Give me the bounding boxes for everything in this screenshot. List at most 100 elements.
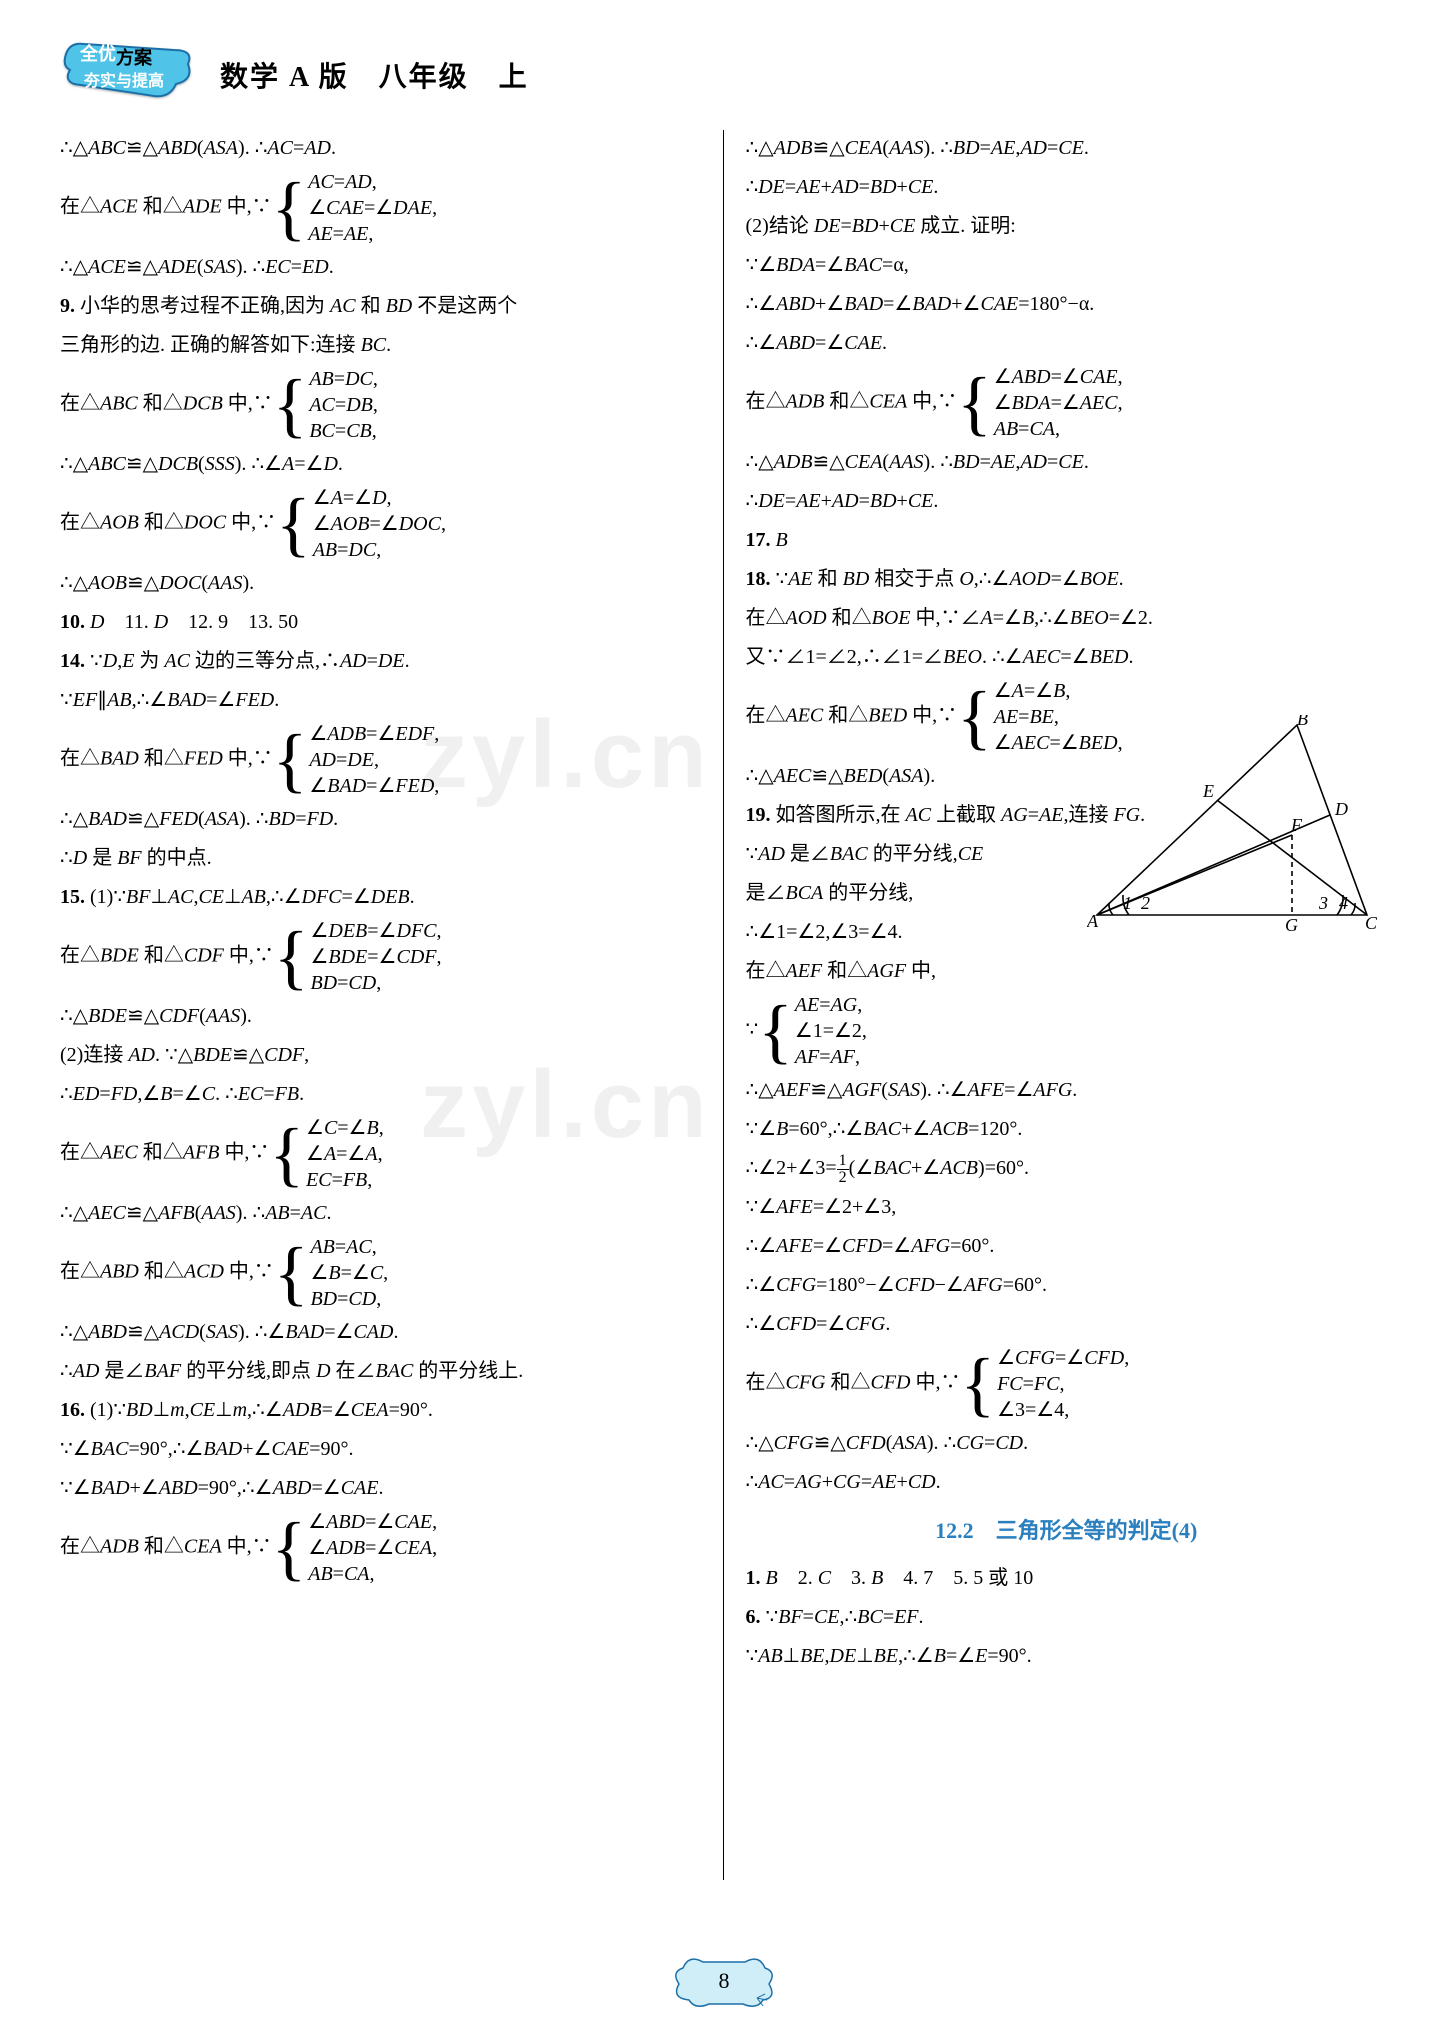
text-line: ∴△AEF≌△AGF(SAS). ∴∠AFE=∠AFG. <box>746 1072 1388 1111</box>
brace-item: AF=AF, <box>795 1044 867 1070</box>
brace-group: { ∠CFG=∠CFD,FC=FC,∠3=∠4, <box>961 1345 1130 1423</box>
brace-item: ∠C=∠B, <box>306 1115 384 1141</box>
text-line: ∴△AEC≌△AFB(AAS). ∴AB=AC. <box>60 1195 701 1234</box>
brace-item: ∠BDE=∠CDF, <box>310 944 441 970</box>
logo-text-1: 全优 <box>79 43 116 64</box>
left-brace-icon: { <box>273 728 308 793</box>
brace-item: AC=AD, <box>308 169 437 195</box>
text-line: ∵AB⊥BE,DE⊥BE,∴∠B=∠E=90°. <box>746 1638 1388 1677</box>
text-line: ∴D 是 BF 的中点. <box>60 840 701 879</box>
text-line: 又∵∠1=∠2,∴∠1=∠BEO. ∴∠AEC=∠BED. <box>746 639 1388 678</box>
text-line: ∴∠ABD=∠CAE. <box>746 325 1388 364</box>
text-line: 14. ∵D,E 为 AC 边的三等分点,∴AD=DE. <box>60 643 701 682</box>
diagram-label-4: 4 <box>1339 893 1348 913</box>
fraction: 12 <box>837 1153 849 1186</box>
text-line: 在△ADB 和△CEA 中,∵ { ∠ABD=∠CAE,∠BDA=∠AEC,AB… <box>746 364 1388 444</box>
brace-item: ∠A=∠A, <box>306 1141 384 1167</box>
brace-group: { AC=AD,∠CAE=∠DAE,AE=AE, <box>272 169 437 247</box>
brace-item: AD=DE, <box>309 747 439 773</box>
brace-item: AB=DC, <box>309 366 378 392</box>
brace-item: AB=AC, <box>310 1234 388 1260</box>
page-number-badge: 8 <box>669 1954 779 2010</box>
text-line: 1. B 2. C 3. B 4. 7 5. 5 或 10 <box>746 1560 1388 1599</box>
page-number: 8 <box>718 1968 729 1993</box>
text-line: 在△CFG 和△CFD 中,∵ { ∠CFG=∠CFD,FC=FC,∠3=∠4, <box>746 1345 1388 1425</box>
logo-text-2: 方案 <box>116 47 153 68</box>
brace-item: ∠A=∠B, <box>994 678 1123 704</box>
brace-item: AE=AG, <box>795 992 867 1018</box>
brace-item: ∠A=∠D, <box>313 485 446 511</box>
text-line: ∵∠BDA=∠BAC=α, <box>746 247 1388 286</box>
text-line: ∴△BAD≌△FED(ASA). ∴BD=FD. <box>60 801 701 840</box>
text-line: ∴△ACE≌△ADE(SAS). ∴EC=ED. <box>60 249 701 288</box>
left-brace-icon: { <box>274 925 309 990</box>
text-line: 16. (1)∵BD⊥m,CE⊥m,∴∠ADB=∠CEA=90°. <box>60 1392 701 1431</box>
text-line: ∴ED=FD,∠B=∠C. ∴EC=FB. <box>60 1076 701 1115</box>
text-line: ∵∠BAD+∠ABD=90°,∴∠ABD=∠CAE. <box>60 1470 701 1509</box>
brace-item: ∠BAD=∠FED, <box>309 773 439 799</box>
text-line: 在△AOD 和△BOE 中,∵∠A=∠B,∴∠BEO=∠2. <box>746 600 1388 639</box>
text-line: ∴∠2+∠3= 12 (∠BAC+∠ACB)=60°. <box>746 1150 1388 1189</box>
brace-group: { AB=DC,AC=DB,BC=CB, <box>273 366 378 444</box>
brace-item: ∠CFG=∠CFD, <box>997 1345 1129 1371</box>
text-line: ∴△ABC≌△ABD(ASA). ∴AC=AD. <box>60 130 701 169</box>
brace-item: EC=FB, <box>306 1167 384 1193</box>
brace-item: ∠B=∠C, <box>310 1260 388 1286</box>
section-heading: 12.2 三角形全等的判定(4) <box>746 1511 1388 1552</box>
brace-item: ∠AOB=∠DOC, <box>313 511 446 537</box>
text-line: 9. 小华的思考过程不正确,因为 AC 和 BD 不是这两个 <box>60 288 701 327</box>
diagram-label-F: F <box>1290 815 1303 835</box>
left-brace-icon: { <box>274 1241 309 1306</box>
diagram-label-B: B <box>1297 715 1308 729</box>
brace-item: BC=CB, <box>309 418 378 444</box>
right-column: A B C D E F G 1 2 3 4 ∴△ADB≌△CEA(AAS). ∴… <box>724 130 1388 1880</box>
text-line: ∴AD 是∠BAF 的平分线,即点 D 在∠BAC 的平分线上. <box>60 1353 701 1392</box>
text-line: 三角形的边. 正确的解答如下:连接 BC. <box>60 327 701 366</box>
book-title: 数学 A 版 八年级 上 <box>220 55 529 95</box>
text-line: ∴△ABC≌△DCB(SSS). ∴∠A=∠D. <box>60 446 701 485</box>
text-line: ∴AC=AG+CG=AE+CD. <box>746 1464 1388 1503</box>
diagram-label-1: 1 <box>1123 893 1132 913</box>
brace-item: ∠ADB=∠EDF, <box>309 721 439 747</box>
series-logo: 全优 方案 夯实与提高 <box>60 40 200 110</box>
text-line: ∵∠BAC=90°,∴∠BAD+∠CAE=90°. <box>60 1431 701 1470</box>
brace-item: ∠BDA=∠AEC, <box>994 390 1123 416</box>
text-line: ∵∠B=60°,∴∠BAC+∠ACB=120°. <box>746 1111 1388 1150</box>
text-line: 在△AEF 和△AGF 中, <box>746 953 1388 992</box>
text-line: ∴△ABD≌△ACD(SAS). ∴∠BAD=∠CAD. <box>60 1314 701 1353</box>
text-line: ∴△ADB≌△CEA(AAS). ∴BD=AE,AD=CE. <box>746 130 1388 169</box>
diagram-label-3: 3 <box>1318 893 1328 913</box>
two-column-layout: ∴△ABC≌△ABD(ASA). ∴AC=AD. 在△ACE 和△ADE 中,∵… <box>60 130 1387 1880</box>
diagram-label-E: E <box>1202 781 1214 801</box>
left-brace-icon: { <box>272 1516 307 1581</box>
brace-item: BD=CD, <box>310 1286 388 1312</box>
text-line: (2)连接 AD. ∵△BDE≌△CDF, <box>60 1037 701 1076</box>
left-brace-icon: { <box>272 176 307 241</box>
brace-group: { AB=AC,∠B=∠C,BD=CD, <box>274 1234 388 1312</box>
brace-group: { ∠ABD=∠CAE,∠BDA=∠AEC,AB=CA, <box>957 364 1122 442</box>
text-line: ∵∠AFE=∠2+∠3, <box>746 1189 1388 1228</box>
brace-item: ∠ADB=∠CEA, <box>308 1535 437 1561</box>
brace-item: AE=AE, <box>308 221 437 247</box>
text-line: (2)结论 DE=BD+CE 成立. 证明: <box>746 208 1388 247</box>
brace-group: { ∠ABD=∠CAE,∠ADB=∠CEA,AB=CA, <box>272 1509 437 1587</box>
text-line: 在△BAD 和△FED 中,∵ { ∠ADB=∠EDF,AD=DE,∠BAD=∠… <box>60 721 701 801</box>
text-line: ∴DE=AE+AD=BD+CE. <box>746 169 1388 208</box>
brace-group: { ∠ADB=∠EDF,AD=DE,∠BAD=∠FED, <box>273 721 440 799</box>
text-line: 在△AOB 和△DOC 中,∵ { ∠A=∠D,∠AOB=∠DOC,AB=DC, <box>60 485 701 565</box>
page-header: 全优 方案 夯实与提高 数学 A 版 八年级 上 <box>60 40 1387 110</box>
diagram-label-2: 2 <box>1141 893 1150 913</box>
brace-item: FC=FC, <box>997 1371 1129 1397</box>
diagram-label-A: A <box>1087 911 1099 931</box>
text-line: ∴∠ABD+∠BAD=∠BAD+∠CAE=180°−α. <box>746 286 1388 325</box>
text-line: 17. B <box>746 522 1388 561</box>
brace-item: ∠3=∠4, <box>997 1397 1129 1423</box>
text-line: ∴△AOB≌△DOC(AAS). <box>60 565 701 604</box>
geometry-diagram: A B C D E F G 1 2 3 4 <box>1087 715 1377 935</box>
brace-group: { ∠DEB=∠DFC,∠BDE=∠CDF,BD=CD, <box>274 918 442 996</box>
text-line: ∴∠AFE=∠CFD=∠AFG=60°. <box>746 1228 1388 1267</box>
text-line: 在△ADB 和△CEA 中,∵ { ∠ABD=∠CAE,∠ADB=∠CEA,AB… <box>60 1509 701 1589</box>
diagram-label-G: G <box>1285 915 1298 935</box>
text-line: 在△AEC 和△AFB 中,∵ { ∠C=∠B,∠A=∠A,EC=FB, <box>60 1115 701 1195</box>
brace-item: ∠ABD=∠CAE, <box>994 364 1123 390</box>
